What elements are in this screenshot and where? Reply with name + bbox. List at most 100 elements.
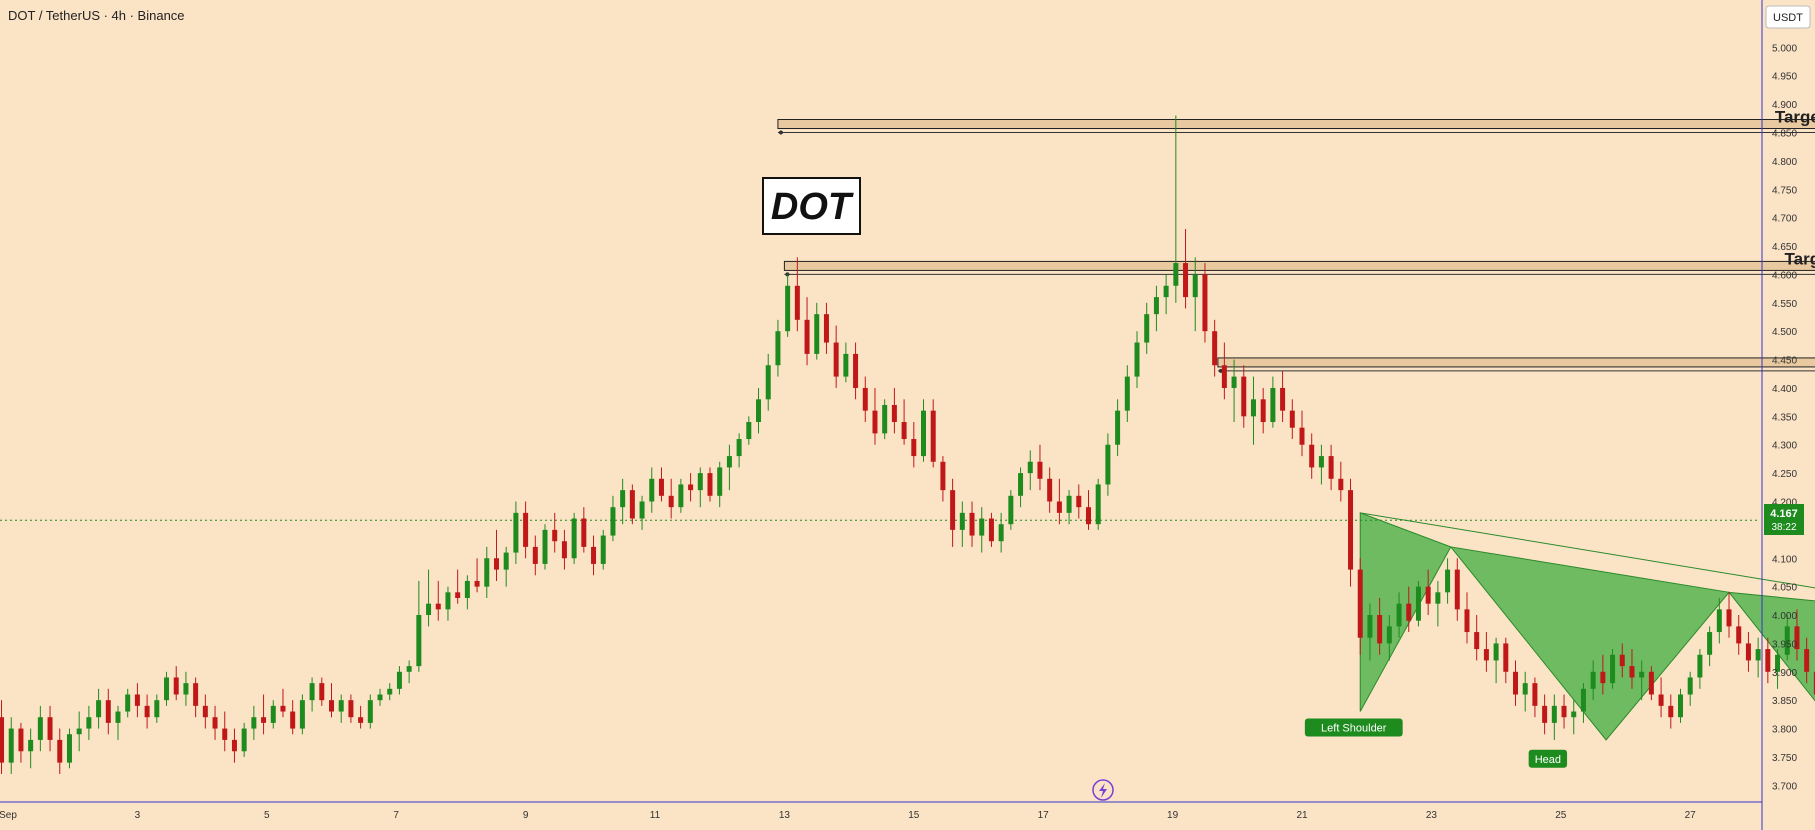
candle-body <box>542 529 548 564</box>
candle-body <box>736 439 742 457</box>
target-zones: Target4.850Target4.600Target4.430 <box>777 108 1815 373</box>
candle-body <box>1008 495 1014 525</box>
candle-body <box>882 404 888 434</box>
candle-body <box>1522 683 1528 695</box>
target-band <box>1217 357 1815 368</box>
currency-badge[interactable] <box>1765 5 1811 29</box>
candle-body <box>940 461 946 491</box>
candle-body <box>183 683 189 695</box>
pattern-triangle <box>1727 591 1815 702</box>
candle-body <box>1056 501 1062 513</box>
candle-body <box>1619 654 1625 667</box>
candle-body <box>426 603 432 616</box>
x-tick-label: 25 <box>1555 810 1567 821</box>
candle-body <box>435 603 441 610</box>
candle-body <box>1260 399 1266 423</box>
candle-body <box>377 694 383 701</box>
candle-body <box>1610 654 1616 684</box>
candle-body <box>921 410 927 457</box>
candle-body <box>251 717 257 729</box>
candle-body <box>493 558 499 570</box>
candle-body <box>872 410 878 434</box>
candle-body <box>1144 314 1150 343</box>
candle-body <box>1357 569 1363 638</box>
candle-body <box>600 535 606 564</box>
current-price-badge: 4.167 38:22 <box>1764 504 1804 535</box>
candle-body <box>649 478 655 502</box>
y-tick-label: 4.200 <box>1772 497 1797 508</box>
y-tick-label: 4.700 <box>1772 214 1797 225</box>
candle-body <box>1076 495 1082 508</box>
candle-body <box>1483 649 1489 661</box>
candle-body <box>348 700 354 718</box>
pattern-label-text: Left Shoulder <box>1321 723 1387 735</box>
candle-body <box>843 353 849 377</box>
candle-body <box>1095 484 1101 525</box>
candle-body <box>105 700 111 723</box>
candle-body <box>775 331 781 366</box>
candle-body <box>154 700 160 718</box>
candle-body <box>406 666 412 672</box>
candle-body <box>1677 694 1683 718</box>
candle-body <box>833 342 839 377</box>
candle-body <box>1697 654 1703 678</box>
candlestick-series[interactable] <box>0 115 1815 774</box>
candle-body <box>173 677 179 695</box>
candle-body <box>1396 603 1402 627</box>
y-tick-label: 4.650 <box>1772 242 1797 253</box>
x-tick-label: 5 <box>264 810 270 821</box>
candle-body <box>853 353 859 388</box>
candle-body <box>1775 654 1781 672</box>
target-band <box>777 119 1815 130</box>
candle-body <box>1367 615 1373 638</box>
candle-body <box>193 683 199 706</box>
candle-body <box>57 739 63 763</box>
candle-body <box>387 688 393 695</box>
candle-body <box>47 717 53 740</box>
candle-body <box>1765 649 1771 672</box>
candle-body <box>445 592 451 610</box>
candle-body <box>396 671 402 689</box>
candle-body <box>726 456 732 468</box>
candle-body <box>746 422 752 440</box>
candle-body <box>290 711 296 729</box>
candle-body <box>1231 376 1237 388</box>
candle-body <box>338 700 344 712</box>
x-tick-label: Sep <box>0 810 17 821</box>
lightning-icon[interactable] <box>1092 779 1114 801</box>
candle-body <box>1338 478 1344 491</box>
x-tick-label: 19 <box>1167 810 1179 821</box>
y-tick-label: 4.500 <box>1772 327 1797 338</box>
candle-body <box>998 524 1004 542</box>
candle-body <box>1066 495 1072 513</box>
pattern-label-badge <box>1528 749 1568 768</box>
candle-body <box>571 518 577 559</box>
candle-body <box>1377 615 1383 644</box>
target-label: Target <box>1775 108 1815 127</box>
candle-body <box>1328 456 1334 479</box>
candle-body <box>115 711 121 723</box>
currency-label: USDT <box>1773 12 1803 24</box>
candle-body <box>620 490 626 508</box>
candle-body <box>532 546 538 564</box>
candle-body <box>1173 263 1179 286</box>
candle-body <box>513 512 519 553</box>
candle-body <box>37 717 43 740</box>
candle-body <box>1124 376 1130 411</box>
y-tick-label: 3.850 <box>1772 696 1797 707</box>
candle-body <box>1580 688 1586 712</box>
candle-body <box>629 490 635 519</box>
candle-body <box>367 700 373 723</box>
candle-body <box>639 501 645 519</box>
candle-body <box>76 728 82 735</box>
candle-body <box>1202 274 1208 332</box>
lightning-glyph <box>1099 783 1107 798</box>
x-tick-label: 11 <box>650 810 661 821</box>
candle-body <box>1153 297 1159 315</box>
pattern-triangle <box>1449 546 1730 741</box>
candle-body <box>1561 705 1567 718</box>
x-tick-label: 9 <box>523 810 529 821</box>
candle-body <box>1018 473 1024 496</box>
